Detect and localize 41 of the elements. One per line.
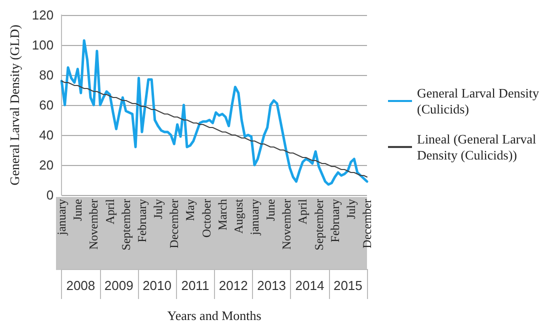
x-tick-label: July: [151, 199, 166, 220]
y-tick-label: 20: [39, 158, 54, 172]
text: 2011: [181, 278, 210, 293]
x-tick-label: September: [312, 199, 326, 250]
line-series: [61, 80, 368, 178]
x-tick-label: December: [167, 199, 182, 248]
x-tick-label: June: [70, 199, 85, 221]
x-axis-title: Years and Months: [167, 308, 262, 323]
y-tick-label: 80: [39, 68, 54, 82]
y-tick-label: 60: [39, 98, 54, 112]
x-tick-label: August: [231, 198, 246, 234]
x-tick-label: March: [215, 199, 230, 230]
x-tick-label: June: [264, 199, 278, 221]
x-tick-label: May: [183, 199, 198, 221]
text: 2014: [295, 278, 324, 293]
x-tick-label: November: [280, 199, 294, 250]
x-tick-label: July: [344, 199, 358, 220]
text: 2012: [218, 278, 248, 293]
y-tick-label: 120: [32, 8, 54, 22]
x-tick-label: january: [54, 199, 69, 236]
x-tick-label: November: [86, 199, 101, 250]
text: 2010: [142, 278, 172, 293]
x-tick-label: April: [296, 198, 310, 224]
text: 2009: [104, 278, 134, 293]
line-series: [60, 39, 368, 186]
y-tick-label: 0: [46, 188, 54, 202]
x-tick-label: january: [247, 199, 262, 236]
x-tick-label: September: [118, 199, 133, 250]
text: 2013: [257, 278, 286, 293]
x-tick-label: October: [199, 199, 214, 238]
x-tick-label: February: [328, 199, 342, 242]
legend-label: Lineal (General Larval Density (Culicids)): [417, 132, 540, 162]
x-tick-label: February: [134, 199, 149, 242]
legend-label: General Larval Density (Culicids): [417, 86, 542, 116]
y-axis-title: General Larval Density (GLD): [7, 24, 22, 186]
x-tick-label: April: [102, 198, 117, 224]
text: 2008: [66, 278, 96, 293]
y-tick-label: 100: [32, 38, 54, 52]
x-tick-label: December: [360, 199, 374, 248]
text: 2015: [333, 278, 362, 293]
y-tick-label: 40: [39, 128, 54, 142]
